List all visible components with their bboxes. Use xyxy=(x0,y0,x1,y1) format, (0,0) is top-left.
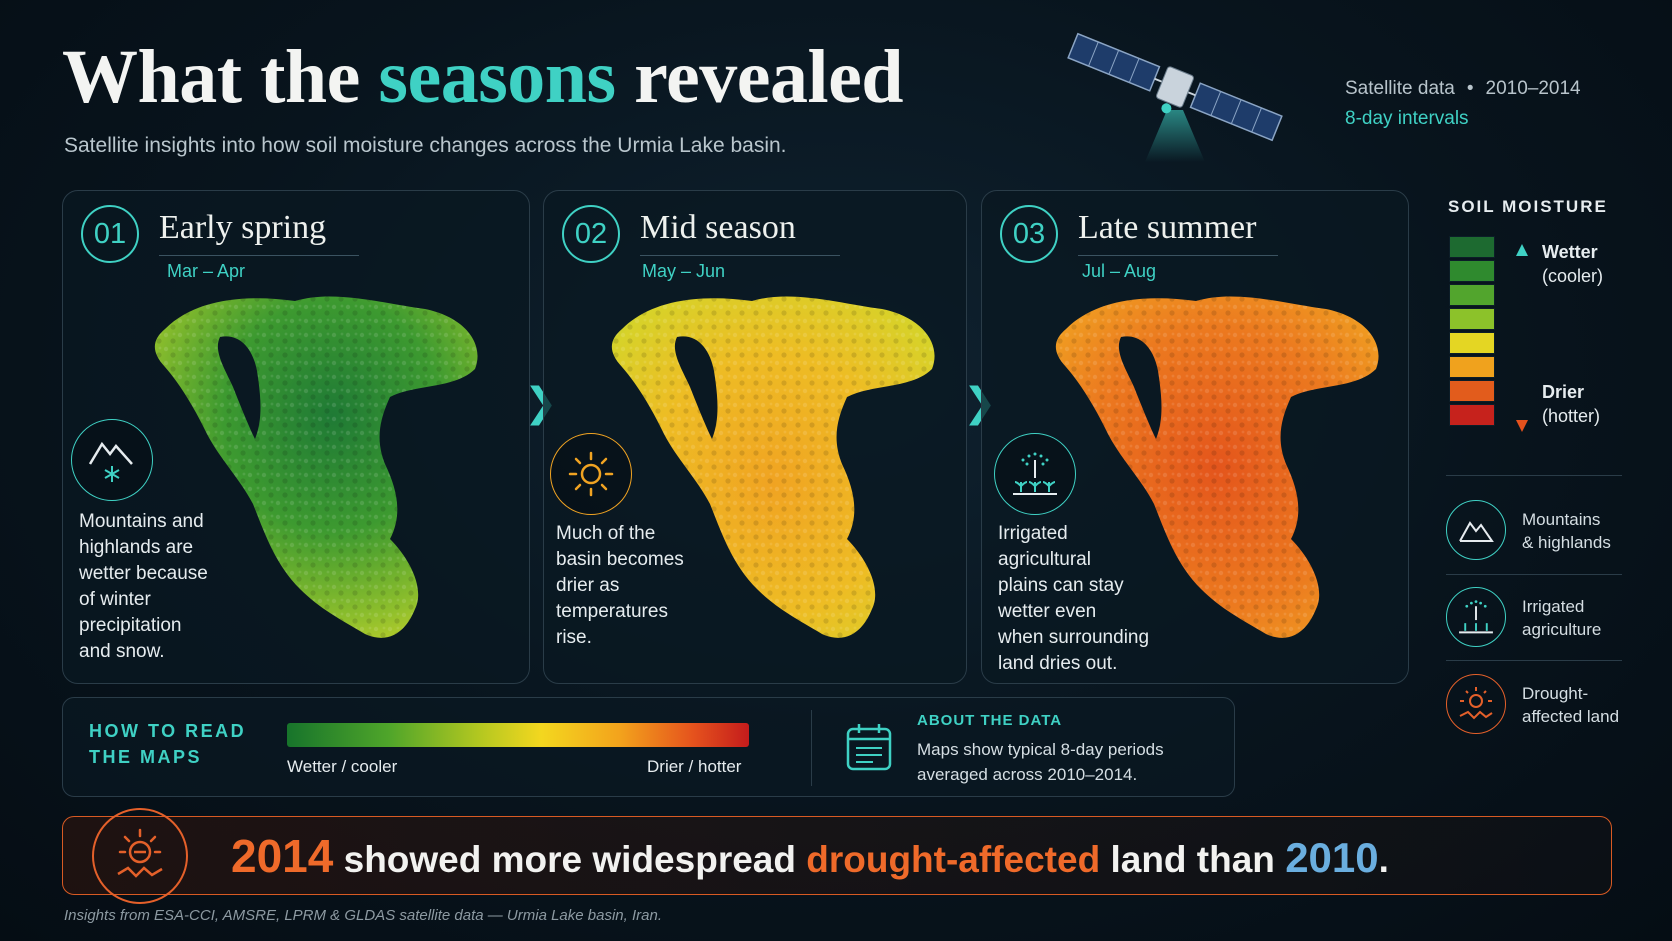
footnote: Insights from ESA-CCI, AMSRE, LPRM & GLD… xyxy=(64,907,662,924)
how-to-read-heading: HOW TO READ THE MAPS xyxy=(89,721,247,767)
data-meta: Satellite data • 2010–2014 8-day intervals xyxy=(1345,74,1581,134)
panel-description: Mountains and highlands are wetter becau… xyxy=(79,511,208,662)
legend-swatch xyxy=(1449,380,1495,402)
moisture-gradient-bar xyxy=(287,723,749,747)
conclusion-text: 2014 showed more widespread drought-affe… xyxy=(231,830,1389,882)
mountain-icon xyxy=(1446,500,1506,560)
panel-dates: Jul – Aug xyxy=(1082,261,1157,281)
legend-divider xyxy=(1446,574,1622,575)
meta-source: Satellite data xyxy=(1345,78,1455,99)
satellite-icon xyxy=(1067,32,1283,162)
page-title: What the seasons revealed xyxy=(62,34,904,121)
panel-late-summer: 03 Late summer Jul – Aug Irrigated agric… xyxy=(981,190,1409,684)
gradient-label-dry: Drier / hotter xyxy=(647,757,742,776)
drought-icon xyxy=(1446,674,1506,734)
panel-number: 02 xyxy=(562,205,620,263)
how-to-read-box xyxy=(62,697,1235,797)
legend-divider xyxy=(1446,660,1622,661)
panel-title: Early spring xyxy=(159,209,359,256)
panel-dates: Mar – Apr xyxy=(167,261,246,281)
mountain-snow-icon xyxy=(71,419,153,501)
panel-description: Much of the basin becomes drier as tempe… xyxy=(556,523,684,648)
legend-drier: Drier (hotter) xyxy=(1542,382,1601,426)
legend-swatch xyxy=(1449,332,1495,354)
legend-item-mountains: Mountains & highlands xyxy=(1522,510,1611,552)
legend-divider xyxy=(1446,475,1622,476)
about-body: Maps show typical 8-day periods averaged … xyxy=(917,740,1164,784)
drought-icon xyxy=(92,808,188,904)
panel-early-spring: 01 Early spring Mar – Apr Mountains and … xyxy=(62,190,530,684)
divider xyxy=(811,710,812,786)
meta-years: 2010–2014 xyxy=(1485,78,1581,99)
legend-swatch xyxy=(1449,260,1495,282)
panel-number: 01 xyxy=(81,205,139,263)
moisture-arrow xyxy=(1516,244,1528,432)
panel-description: Irrigated agricultural plains can stay w… xyxy=(998,523,1150,674)
panel-dates: May – Jun xyxy=(642,261,726,281)
legend-swatch xyxy=(1449,284,1495,306)
sun-icon xyxy=(550,433,632,515)
panel-title: Mid season xyxy=(640,209,840,256)
legend-wetter: Wetter (cooler) xyxy=(1542,242,1604,286)
title-part: revealed xyxy=(615,35,904,119)
title-accent: seasons xyxy=(378,35,616,119)
legend-item-drought: Drought-affected land xyxy=(1522,684,1620,726)
legend-swatch xyxy=(1449,308,1495,330)
panel-number: 03 xyxy=(1000,205,1058,263)
gradient-label-wet: Wetter / cooler xyxy=(287,757,398,776)
legend-item-irrigated: Irrigated agriculture xyxy=(1522,597,1602,639)
legend-swatch xyxy=(1449,236,1495,258)
legend-swatch xyxy=(1449,356,1495,378)
sprinkler-icon xyxy=(994,433,1076,515)
meta-interval: 8-day intervals xyxy=(1345,108,1469,129)
page-subtitle: Satellite insights into how soil moistur… xyxy=(64,134,787,157)
panel-title: Late summer xyxy=(1078,209,1278,256)
legend-title: SOIL MOISTURE xyxy=(1448,197,1608,216)
calendar-icon xyxy=(846,724,892,771)
panel-mid-season: 02 Mid season May – Jun Much of the basi… xyxy=(543,190,967,684)
conclusion-bar xyxy=(62,816,1612,895)
title-part: What the xyxy=(62,35,379,119)
sprinkler-icon xyxy=(1446,587,1506,647)
legend-swatch xyxy=(1449,404,1495,426)
about-heading: ABOUT THE DATA xyxy=(917,712,1063,729)
